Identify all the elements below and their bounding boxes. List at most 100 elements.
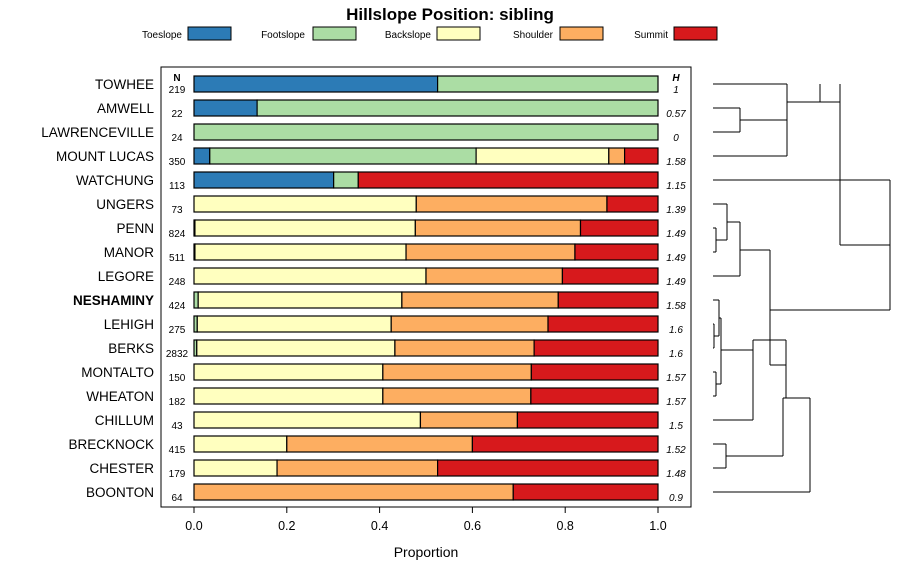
bar-segment-footslope — [193, 123, 659, 141]
dendrogram-branch — [713, 323, 715, 349]
row-h-value: 0 — [673, 133, 679, 144]
row-label: WHEATON — [86, 389, 154, 404]
legend-label: Summit — [634, 30, 668, 41]
dendrogram-branch — [713, 221, 741, 277]
bar-segment-toeslope — [193, 75, 439, 93]
row-h-value: 0.9 — [669, 493, 683, 504]
row-h-value: 1.15 — [666, 181, 686, 192]
bar-segment-summit — [533, 339, 659, 357]
bar-row: TOWHEE 219 1 — [95, 75, 679, 96]
row-n-value: 43 — [171, 421, 183, 432]
h-column-header: H — [672, 73, 680, 84]
row-n-value: 64 — [171, 493, 183, 504]
row-n-value: 22 — [171, 109, 183, 120]
bar-row: PENN 824 1.49 — [116, 219, 686, 240]
row-h-value: 1.39 — [666, 205, 686, 216]
row-h-value: 1 — [673, 85, 679, 96]
bar-segment-backslope — [193, 195, 417, 213]
x-axis: 0.0 0.2 0.4 0.6 0.8 1.0 — [185, 507, 667, 533]
dendrogram-branch — [713, 203, 728, 241]
row-h-value: 1.49 — [666, 229, 686, 240]
bar-segment-footslope — [256, 99, 659, 117]
bar-row: BOONTON 64 0.9 — [86, 483, 683, 504]
row-h-value: 1.52 — [666, 445, 686, 456]
row-label: MANOR — [104, 245, 155, 260]
x-tick-label: 0.8 — [557, 519, 574, 533]
bar-segment-summit — [557, 291, 659, 309]
legend-label: Footslope — [261, 30, 305, 41]
bar-segment-shoulder — [608, 147, 626, 165]
row-label: UNGERS — [96, 197, 154, 212]
bar-segment-backslope — [193, 435, 288, 453]
row-label: MONTALTO — [81, 365, 154, 380]
x-tick-label: 0.2 — [278, 519, 295, 533]
bar-segment-summit — [437, 459, 659, 477]
bar-segment-toeslope — [193, 147, 211, 165]
bar-segment-shoulder — [390, 315, 549, 333]
legend-label: Shoulder — [513, 30, 554, 41]
bar-segment-summit — [471, 435, 659, 453]
bar-segment-backslope — [193, 363, 384, 381]
bar-segment-backslope — [196, 315, 392, 333]
bar-row: MANOR 511 1.49 — [104, 243, 686, 264]
legend-swatch — [673, 26, 718, 41]
bar-segment-summit — [606, 195, 659, 213]
bar-segment-summit — [357, 171, 659, 189]
row-h-value: 1.49 — [666, 253, 686, 264]
row-n-value: 2832 — [166, 349, 189, 360]
row-n-value: 248 — [169, 277, 186, 288]
bar-segment-shoulder — [405, 243, 576, 261]
row-n-value: 179 — [169, 469, 186, 480]
row-h-value: 1.58 — [666, 301, 686, 312]
bar-row: LEHIGH 275 1.6 — [104, 315, 683, 336]
bar-row: MONTALTO 150 1.57 — [81, 363, 686, 384]
bar-segment-shoulder — [382, 387, 532, 405]
x-axis-label: Proportion — [394, 544, 459, 560]
bar-segment-backslope — [196, 339, 396, 357]
row-label: MOUNT LUCAS — [56, 149, 154, 164]
legend-swatch — [187, 26, 232, 41]
chart-title: Hillslope Position: sibling — [346, 5, 554, 24]
bar-row: BERKS 2832 1.6 — [108, 339, 683, 360]
bar-row: UNGERS 73 1.39 — [96, 195, 686, 216]
bar-segment-footslope — [437, 75, 659, 93]
bar-segment-shoulder — [419, 411, 519, 429]
bar-segment-backslope — [193, 459, 278, 477]
bar-segment-shoulder — [425, 267, 564, 285]
bar-row: BRECKNOCK 415 1.52 — [68, 435, 686, 456]
legend: Toeslope Footslope Backslope Shoulder Summit — [142, 26, 718, 41]
dendrogram-branch — [726, 398, 784, 457]
bar-segment-summit — [530, 363, 659, 381]
bar-row: AMWELL 22 0.57 — [97, 99, 686, 120]
row-h-value: 0.57 — [666, 109, 686, 120]
bar-row: NESHAMINY 424 1.58 — [73, 291, 686, 312]
bar-rows: TOWHEE 219 1 AMWELL 22 0.57 LAWRENCEVILLE 24 0 MO… — [41, 75, 686, 504]
legend-swatch — [559, 26, 604, 41]
bar-segment-shoulder — [193, 483, 514, 501]
row-n-value: 511 — [169, 253, 185, 264]
bar-segment-summit — [574, 243, 659, 261]
row-label: CHILLUM — [95, 413, 154, 428]
row-n-value: 24 — [171, 133, 183, 144]
dendrogram-branch — [713, 227, 717, 253]
bar-segment-backslope — [193, 267, 427, 285]
x-tick-label: 0.6 — [464, 519, 481, 533]
row-label: LEHIGH — [104, 317, 154, 332]
row-h-value: 1.48 — [666, 469, 686, 480]
row-h-value: 1.49 — [666, 277, 686, 288]
row-h-value: 1.6 — [669, 325, 683, 336]
bar-row: WHEATON 182 1.57 — [86, 387, 686, 408]
bar-segment-shoulder — [382, 363, 532, 381]
n-column-header: N — [173, 73, 180, 84]
bar-segment-backslope — [193, 387, 384, 405]
bar-segment-summit — [530, 387, 659, 405]
row-h-value: 1.57 — [666, 373, 686, 384]
row-label: BERKS — [108, 341, 154, 356]
bar-segment-footslope — [193, 291, 199, 309]
x-tick-label: 0.0 — [185, 519, 202, 533]
bar-segment-footslope — [209, 147, 477, 165]
dendrogram-branch — [787, 84, 821, 103]
bar-segment-shoulder — [415, 195, 608, 213]
row-n-value: 113 — [169, 181, 185, 192]
